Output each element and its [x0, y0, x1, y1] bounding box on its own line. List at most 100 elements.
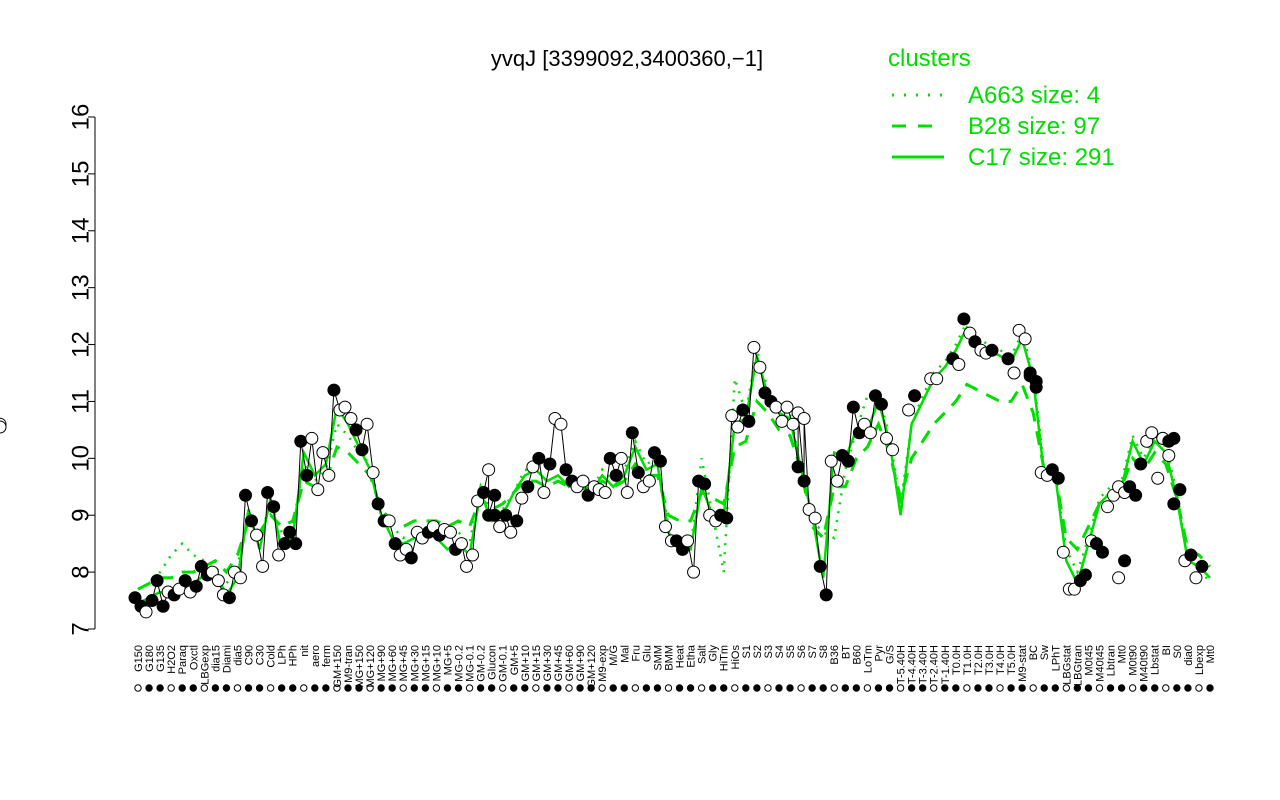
rug-mark: [277, 684, 286, 692]
data-point: [543, 457, 557, 471]
x-tick-label: M40t90: [1139, 645, 1151, 682]
data-point: [687, 565, 701, 579]
rug-mark: [797, 684, 805, 692]
rug-mark: [742, 684, 750, 692]
data-point: [521, 480, 535, 494]
data-point: [775, 414, 789, 428]
rug-mark: [344, 684, 352, 692]
x-tick-label: GM+45: [553, 645, 565, 681]
rug-mark: [753, 684, 761, 692]
data-point: [349, 423, 363, 437]
rug-mark: [1173, 684, 1181, 692]
x-tick-label: MG+15: [420, 645, 432, 681]
rug-mark: [532, 684, 540, 692]
x-tick-label: C90: [244, 645, 256, 665]
data-point: [488, 508, 502, 522]
x-tick-label: Mt0: [1205, 645, 1217, 663]
rug-mark: [885, 684, 894, 692]
data-point: [1118, 554, 1132, 568]
x-tick-label: G/S: [885, 645, 897, 664]
x-tick-label: S1: [741, 645, 753, 658]
x-tick-label: Salt: [697, 645, 709, 664]
x-tick-label: M/G: [608, 645, 620, 666]
rug-mark: [189, 684, 197, 692]
data-point: [272, 548, 286, 562]
data-point: [382, 514, 396, 528]
x-tick-label: M9-exp: [597, 645, 609, 682]
rug-mark: [1195, 684, 1203, 692]
data-point: [841, 454, 855, 468]
rug-mark: [686, 684, 695, 692]
x-tick-label: T-4.40H: [907, 645, 919, 684]
data-point: [753, 360, 767, 374]
rug-mark: [1139, 684, 1148, 692]
data-point: [880, 431, 894, 445]
rug-mark: [598, 684, 606, 692]
rug-mark: [377, 684, 385, 692]
x-tick-label: MG+150: [354, 645, 366, 688]
x-tick-label: MG+30: [409, 645, 421, 681]
rug-mark: [233, 684, 242, 692]
rug-mark: [244, 684, 253, 692]
data-point: [1051, 471, 1065, 485]
data-point: [261, 485, 275, 499]
rug-mark: [1040, 684, 1048, 692]
data-point: [139, 605, 153, 619]
data-point: [327, 383, 341, 397]
x-tick-label: MG+90: [376, 645, 388, 681]
x-tick-label: BI: [1161, 645, 1173, 655]
data-point: [731, 420, 745, 434]
rug-mark: [156, 684, 164, 692]
data-point: [1095, 545, 1109, 559]
data-point: [178, 574, 192, 588]
x-tick-label: SMM: [652, 645, 664, 671]
data-point: [813, 559, 827, 573]
x-tick-label: GM-0.2: [476, 645, 488, 682]
rug-mark: [476, 684, 485, 692]
rug-mark: [554, 684, 562, 692]
y-tick-label: 13: [67, 274, 94, 301]
rug-mark: [487, 684, 496, 692]
data-point: [902, 403, 916, 417]
x-tick-label: MG-0.1: [465, 645, 477, 682]
x-tick-label: T2.0H: [973, 645, 985, 675]
rug-mark: [1007, 684, 1015, 692]
rug-mark: [863, 684, 872, 692]
x-tick-label: GM+150: [332, 645, 344, 688]
data-trace-line: [134, 347, 893, 613]
x-tick-label: T-5.40H: [896, 645, 908, 684]
x-tick-label: GM+120: [586, 645, 598, 688]
x-tick-label: T-3.40H: [918, 645, 930, 684]
data-point: [720, 511, 734, 525]
legend: clusters A663 size: 4 B28 size: 97 C17 siz…: [888, 45, 1115, 171]
data-point: [1056, 545, 1070, 559]
y-tick-label: 8: [67, 565, 94, 578]
data-point: [256, 559, 270, 573]
data-point: [1151, 471, 1165, 485]
data-point: [846, 400, 860, 414]
x-tick-label: G180: [144, 645, 156, 672]
x-tick-label: LBGtran: [1072, 645, 1084, 686]
data-point: [454, 537, 468, 551]
data-point: [985, 343, 999, 357]
data-point: [316, 446, 330, 460]
data-point: [658, 520, 672, 534]
data-point: [488, 488, 502, 502]
rug-mark: [1206, 684, 1214, 692]
data-point: [510, 514, 524, 528]
data-point: [344, 412, 358, 426]
x-tick-label: nit: [299, 645, 311, 657]
rug-mark: [222, 684, 231, 692]
rug-mark: [1162, 684, 1170, 692]
y-tick-label: 12: [67, 331, 94, 358]
data-point: [786, 417, 800, 431]
x-tick-label: Sw: [1039, 645, 1051, 660]
x-tick-label: T0.0H: [951, 645, 963, 675]
data-point: [222, 591, 236, 605]
x-tick-label: Cold: [266, 645, 278, 668]
x-tick-label: M9-tran: [343, 645, 355, 683]
x-tick-label: B36: [829, 645, 841, 665]
rug-mark: [443, 684, 452, 692]
data-point: [1007, 366, 1021, 380]
data-point: [653, 454, 667, 468]
